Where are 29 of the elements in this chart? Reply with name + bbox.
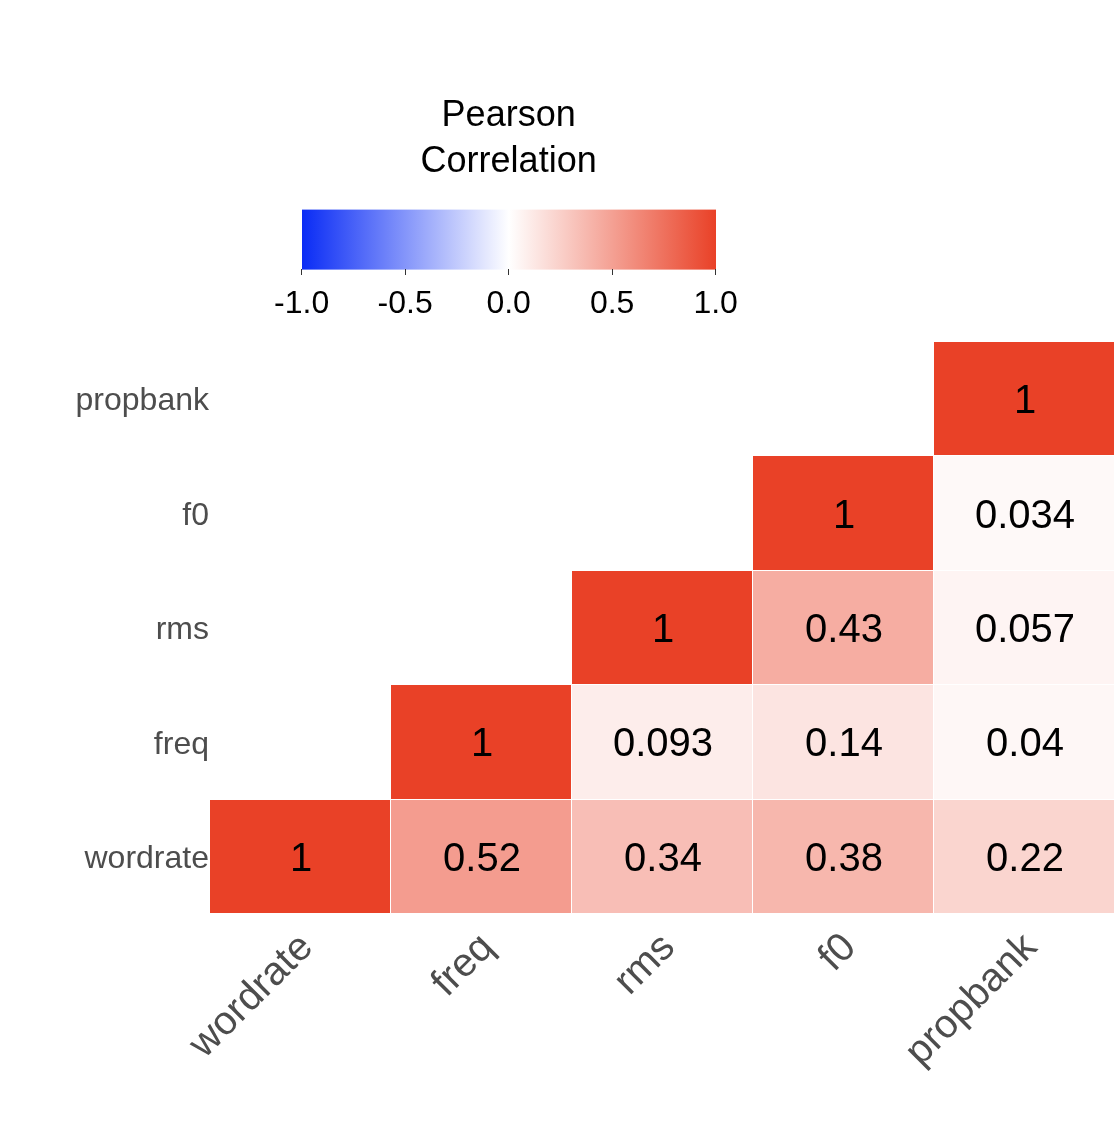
data-label: 0.43 [805, 606, 883, 650]
data-label: 0.14 [805, 720, 883, 764]
x-tick-label: freq [421, 923, 502, 1004]
color-bar-label: -1.0 [274, 284, 330, 321]
data-label: 1 [289, 835, 313, 879]
data-label: 1 [651, 606, 675, 650]
data-label: 0.34 [624, 835, 702, 879]
data-label: 0.22 [986, 835, 1064, 879]
color-bar-label: 1.0 [693, 284, 738, 321]
data-label: 0.04 [986, 720, 1064, 764]
data-label: 0.057 [974, 606, 1076, 650]
y-tick-label: f0 [182, 495, 209, 532]
y-tick-label: rms [155, 610, 209, 647]
y-tick-label: propbank [75, 381, 210, 418]
color-bar-title: Pearson Correlation [420, 92, 597, 181]
data-label: 0.52 [443, 835, 521, 879]
color-bar-label: 0.5 [589, 284, 635, 321]
data-label: 1 [832, 492, 856, 536]
y-tick-label: freq [153, 724, 209, 761]
data-label: 0.034 [974, 492, 1076, 536]
x-tick-label: rms [604, 923, 683, 1002]
data-label: 1 [1013, 377, 1037, 421]
x-tick-label: f0 [808, 923, 864, 979]
data-label: 1 [470, 720, 494, 764]
color-bar-label: 0.0 [486, 284, 531, 321]
data-label: 0.38 [805, 835, 883, 879]
color-bar-label: -0.5 [377, 284, 433, 321]
y-tick-label: wordrate [83, 839, 209, 875]
data-label: 0.093 [612, 720, 714, 764]
